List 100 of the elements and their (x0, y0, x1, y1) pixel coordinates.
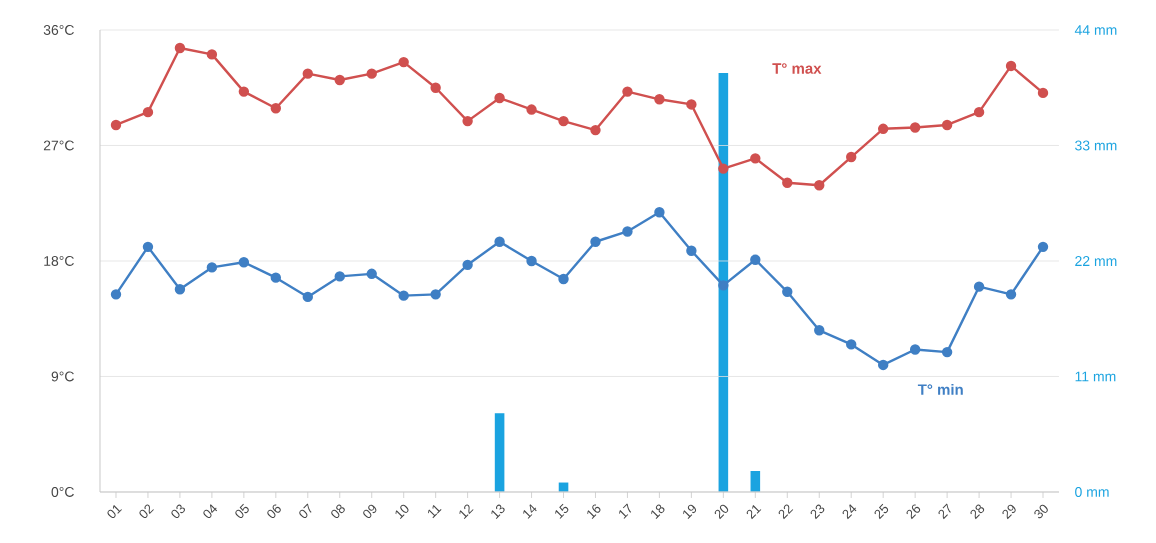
x-tick-label: 11 (428, 504, 442, 519)
y-tick-label: 0°C (51, 487, 74, 497)
point (334, 271, 345, 282)
x-tick-label: 14 (523, 504, 537, 519)
point (782, 177, 793, 188)
point (302, 291, 313, 303)
x-tick-label: 04 (203, 504, 218, 519)
point (686, 99, 697, 110)
point (590, 124, 601, 136)
point (1037, 241, 1049, 253)
point (654, 94, 665, 105)
point (142, 106, 154, 118)
y-tick-label: 9°C (51, 371, 74, 382)
x-tick-label: 19 (683, 504, 697, 519)
point (526, 104, 537, 115)
x-tick-label: 18 (651, 504, 665, 519)
point (430, 82, 441, 93)
point (750, 153, 761, 164)
point (1037, 87, 1049, 99)
x-tick-label: 12 (459, 504, 474, 519)
point (973, 106, 985, 118)
point (909, 122, 921, 133)
point (398, 56, 409, 68)
point (877, 359, 889, 371)
point (558, 115, 569, 127)
point (526, 255, 537, 267)
x-tick-label: 20 (714, 504, 729, 520)
bar (718, 73, 729, 492)
point (750, 254, 761, 265)
point (270, 103, 282, 114)
x-tick-label: 26 (906, 504, 921, 520)
point (334, 74, 345, 86)
x-tick-label: 01 (107, 505, 122, 519)
point (654, 207, 665, 218)
y2-tick-label: 44 mm (1074, 25, 1117, 35)
y-tick-label: 18°C (44, 256, 74, 266)
point (430, 289, 441, 300)
x-tick-label: 16 (587, 504, 601, 519)
point (1005, 60, 1017, 72)
point (366, 268, 377, 280)
y-tick-label: 27°C (43, 140, 74, 151)
point (718, 163, 729, 174)
point (270, 272, 282, 283)
point (814, 325, 825, 336)
x-tick-label: 07 (299, 503, 312, 519)
x-tick-label: 28 (970, 504, 985, 520)
x-tick-label: 29 (1002, 504, 1016, 520)
point (718, 280, 729, 291)
point (110, 289, 122, 300)
x-tick-label: 21 (746, 505, 762, 520)
point (877, 123, 889, 135)
point (909, 344, 921, 355)
point (941, 119, 953, 131)
point (494, 92, 505, 104)
bar (750, 470, 761, 492)
x-tick-label: 25 (874, 503, 889, 520)
point (462, 259, 473, 271)
x-tick-label: 24 (842, 504, 857, 520)
x-tick-label: 10 (395, 504, 409, 519)
point (462, 115, 473, 127)
y2-tick-label: 0 mm (1075, 487, 1109, 497)
y-tick-label: 36°C (43, 25, 74, 35)
x-tick-label: 15 (555, 503, 569, 519)
y2-tick-label: 22 mm (1075, 256, 1117, 266)
x-tick-label: 22 (778, 504, 794, 520)
point (558, 273, 569, 285)
point (686, 245, 697, 256)
x-tick-label: 17 (619, 503, 632, 519)
x-tick-label: 09 (363, 504, 377, 519)
point (366, 68, 377, 79)
point (110, 119, 122, 131)
point (174, 42, 186, 54)
point (622, 86, 633, 97)
bar (494, 413, 505, 492)
point (846, 339, 857, 350)
point (206, 262, 218, 273)
y2-tick-label: 33 mm (1075, 140, 1117, 151)
x-tick-label: 05 (235, 503, 249, 519)
point (846, 151, 857, 163)
point (398, 290, 409, 301)
point (238, 257, 250, 268)
x-tick-label: 03 (171, 504, 185, 519)
text: T° max (772, 63, 822, 74)
point (814, 180, 825, 191)
point (782, 286, 793, 297)
point (494, 236, 505, 247)
point (302, 68, 313, 79)
x-tick-label: 27 (938, 503, 951, 520)
x-tick-label: 30 (1034, 504, 1048, 519)
point (206, 49, 218, 60)
point (622, 226, 633, 237)
y2-tick-label: 11 mm (1075, 371, 1116, 382)
text: T° min (917, 383, 963, 395)
x-tick-label: 06 (267, 504, 281, 519)
x-tick-label: 08 (331, 504, 345, 519)
point (973, 281, 985, 292)
x-tick-label: 02 (139, 504, 154, 519)
point (238, 86, 250, 97)
point (1005, 289, 1017, 300)
x-tick-label: 13 (491, 504, 505, 519)
